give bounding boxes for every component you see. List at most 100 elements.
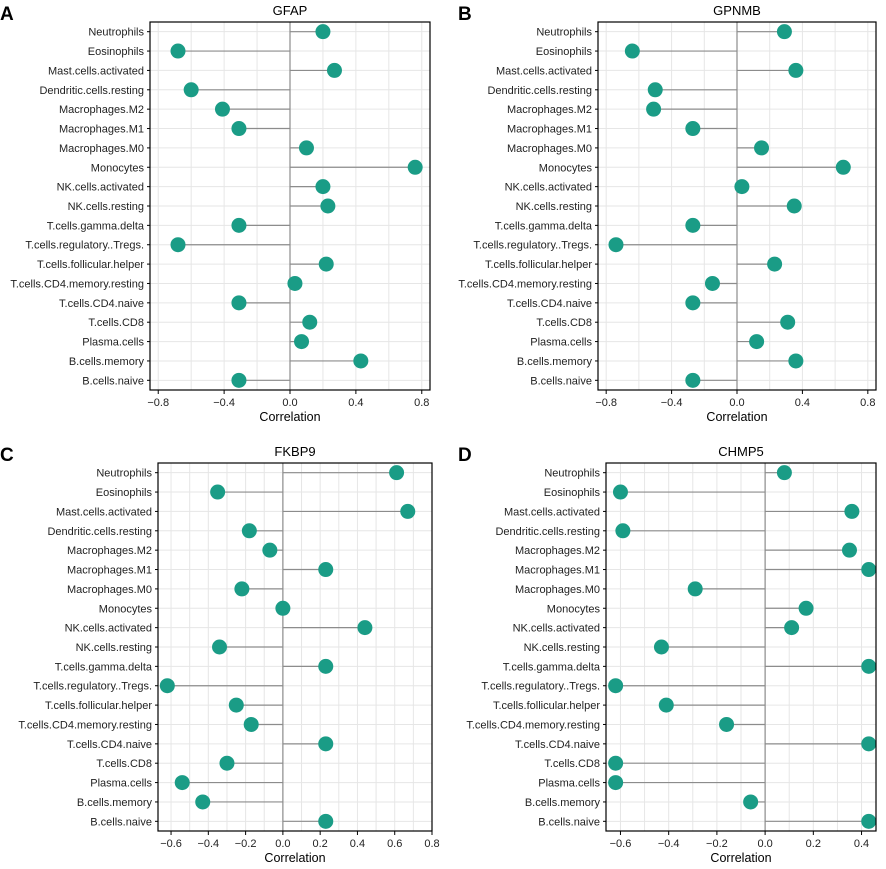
category-label: B.cells.naive [538,816,600,828]
category-label: T.cells.CD8 [536,317,592,329]
point [784,620,800,636]
point [788,62,804,78]
x-tick-label: 0.4 [854,838,869,850]
category-label: B.cells.naive [82,375,144,387]
category-label: NK.cells.resting [68,201,144,213]
category-label: Monocytes [539,162,593,174]
category-label: Macrophages.M1 [515,565,600,577]
category-label: T.cells.CD4.memory.resting [10,278,144,290]
category-label: T.cells.regulatory..Tregs. [473,240,592,252]
plot-frame [605,462,877,832]
point [844,503,860,519]
panel-letter: D [458,445,472,466]
point [353,353,369,369]
point [734,179,750,195]
category-label: T.cells.gamma.delta [495,220,593,232]
category-label: NK.cells.resting [524,642,600,654]
category-label: T.cells.CD4.naive [515,739,600,751]
point [214,101,230,117]
category-label: NK.cells.activated [65,623,152,635]
category-label: Eosinophils [544,487,601,499]
panel-c: C FKBP9 Neutrophils Eosinophils Mast.cells.a… [0,444,440,865]
category-label: T.cells.CD8 [88,317,144,329]
x-tick-label: −0.4 [197,838,219,850]
category-label: Plasma.cells [82,337,144,349]
point [400,503,416,519]
point [302,314,318,330]
series-marks [159,465,416,829]
point [318,736,334,752]
category-label: T.cells.regulatory..Tregs. [25,240,144,252]
x-tick-label: 0.8 [424,838,439,850]
point [228,697,244,713]
x-tick-label: −0.4 [213,397,235,409]
point [195,794,211,810]
x-tick-label: 0.8 [860,397,875,409]
point [685,121,701,137]
category-label: Dendritic.cells.resting [47,526,152,538]
point [318,562,334,578]
category-label: Monocytes [91,162,145,174]
point [788,353,804,369]
point [210,484,226,500]
point [861,813,877,829]
point [646,101,662,117]
category-label: T.cells.follicular.helper [493,700,600,712]
category-label: T.cells.CD4.memory.resting [466,719,600,731]
category-label: Mast.cells.activated [56,506,152,518]
point [241,523,257,539]
point [861,658,877,674]
category-label: Macrophages.M2 [67,545,152,557]
x-axis-label: Correlation [706,410,767,424]
point [170,43,186,59]
series-marks [608,465,877,829]
point [315,24,331,40]
x-tick-label: −0.4 [661,397,683,409]
x-tick-label: −0.2 [235,838,257,850]
category-label: Eosinophils [88,46,145,58]
panel-letter: A [0,4,14,25]
point [320,198,336,214]
category-label: Mast.cells.activated [48,65,144,77]
panel-title: GFAP [273,3,308,18]
point [835,159,851,175]
category-label: Monocytes [547,603,601,615]
point [170,237,186,253]
point [326,62,342,78]
x-axis-label: Correlation [710,851,771,865]
category-label: T.cells.CD4.naive [67,739,152,751]
category-label: Macrophages.M0 [67,584,152,596]
category-label: Macrophages.M0 [59,143,144,155]
point [786,198,802,214]
point [234,581,250,597]
category-label: Dendritic.cells.resting [495,526,600,538]
point [685,372,701,388]
category-label: Macrophages.M1 [59,124,144,136]
category-label: Monocytes [99,603,153,615]
point [608,678,624,694]
point [749,334,765,350]
panel-d: D CHMP5 Neutrophils Eosinophils Mast.cells.a… [458,444,877,865]
x-tick-label: −0.8 [595,397,617,409]
category-label: T.cells.CD4.naive [507,298,592,310]
category-label: Macrophages.M1 [507,124,592,136]
point [687,581,703,597]
point [174,775,190,791]
point [231,295,247,311]
point [608,237,624,253]
point [231,372,247,388]
point [624,43,640,59]
category-label: Eosinophils [536,46,593,58]
category-label: T.cells.gamma.delta [503,661,601,673]
category-label: T.cells.regulatory..Tregs. [481,681,600,693]
category-label: Dendritic.cells.resting [39,85,144,97]
x-tick-label: 0.4 [795,397,810,409]
x-axis-label: Correlation [259,410,320,424]
x-tick-label: 0.4 [348,397,363,409]
category-label: Macrophages.M0 [507,143,592,155]
panel-title: FKBP9 [274,444,315,459]
category-label: Plasma.cells [530,337,592,349]
category-label: Neutrophils [88,27,144,39]
category-label: T.cells.CD8 [544,758,600,770]
